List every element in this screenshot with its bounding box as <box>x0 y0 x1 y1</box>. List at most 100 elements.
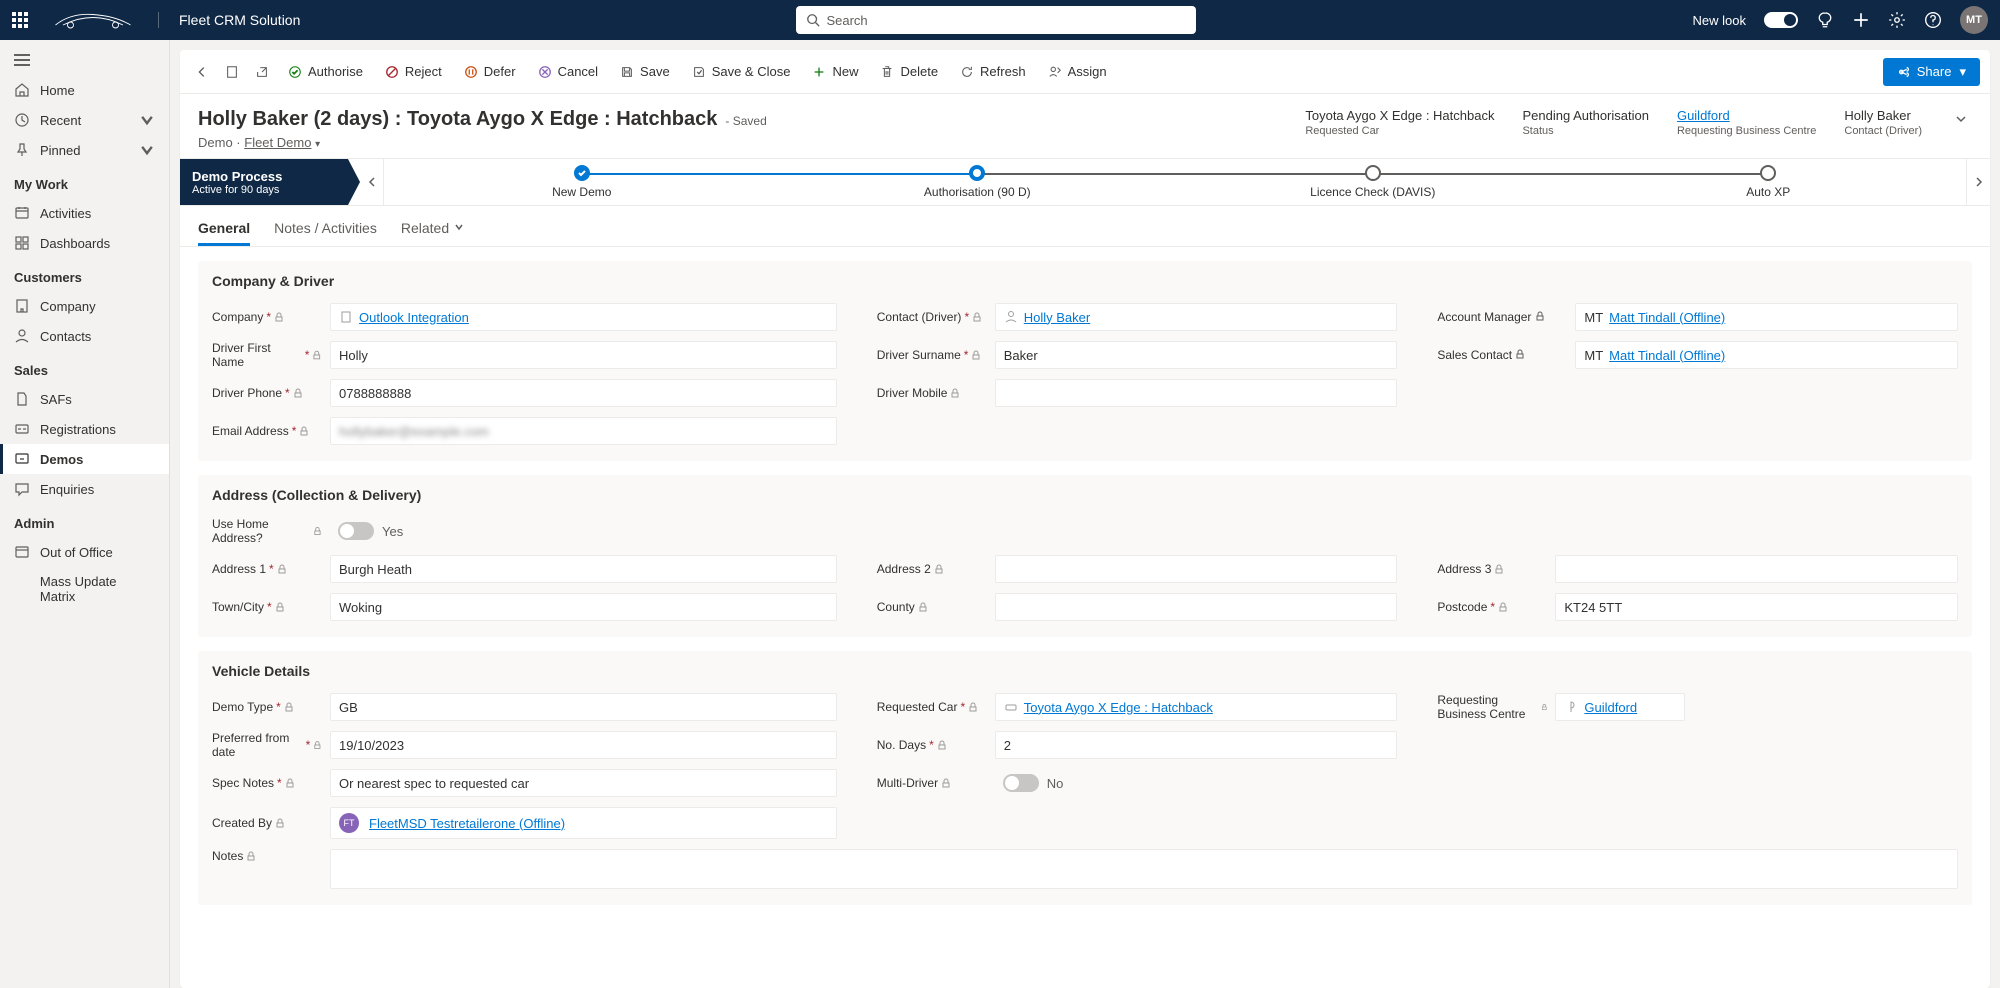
lock-icon <box>313 526 322 536</box>
bpf-stage-autoxp[interactable]: Auto XP <box>1571 159 1967 205</box>
preferred-from-input[interactable]: 19/10/2023 <box>330 731 837 759</box>
sales-contact-input[interactable]: MTMatt Tindall (Offline) <box>1575 341 1958 369</box>
assign-icon <box>1048 65 1062 79</box>
form-selector[interactable]: Fleet Demo <box>244 135 311 150</box>
sidebar-item-recent[interactable]: Recent <box>0 105 169 135</box>
nodays-input[interactable]: 2 <box>995 731 1398 759</box>
add-icon[interactable] <box>1852 11 1870 29</box>
createdby-input[interactable]: FTFleetMSD Testretailerone (Offline) <box>330 807 837 839</box>
requesting-bc-input[interactable]: Guildford <box>1555 693 1685 721</box>
sidebar-item-enquiries[interactable]: Enquiries <box>0 474 169 504</box>
save-close-button[interactable]: Save & Close <box>684 59 799 84</box>
location-icon <box>1564 700 1578 714</box>
command-bar: Authorise Reject Defer Cancel Save Save … <box>180 50 1990 94</box>
multidriver-toggle[interactable] <box>1003 774 1039 792</box>
lock-icon <box>1515 349 1525 359</box>
tab-general[interactable]: General <box>198 216 250 246</box>
assign-button[interactable]: Assign <box>1040 59 1115 84</box>
section-vehicle: Vehicle Details Demo Type*GB Requested C… <box>198 651 1972 905</box>
driver-firstname-input[interactable]: Holly <box>330 341 837 369</box>
sidebar-label: Recent <box>40 113 81 128</box>
lock-icon <box>277 564 287 574</box>
field-notes: Notes <box>212 849 1958 889</box>
lock-icon <box>313 740 322 750</box>
driver-mobile-input[interactable] <box>995 379 1398 407</box>
sidebar-section-mywork: My Work <box>0 165 169 198</box>
new-button[interactable]: New <box>804 59 866 84</box>
tab-related[interactable]: Related <box>401 216 465 246</box>
new-look-label: New look <box>1693 13 1746 28</box>
county-input[interactable] <box>995 593 1398 621</box>
address2-input[interactable] <box>995 555 1398 583</box>
app-launcher-icon[interactable] <box>12 12 28 28</box>
reject-button[interactable]: Reject <box>377 59 450 84</box>
cancel-button[interactable]: Cancel <box>530 59 606 84</box>
sidebar-item-demos[interactable]: Demos <box>0 444 169 474</box>
defer-button[interactable]: Defer <box>456 59 524 84</box>
refresh-icon <box>960 65 974 79</box>
notes-input[interactable] <box>330 849 1958 889</box>
new-look-toggle[interactable] <box>1764 12 1798 28</box>
company-input[interactable]: Outlook Integration <box>330 303 837 331</box>
tab-notes[interactable]: Notes / Activities <box>274 216 377 246</box>
header-left: Holly Baker (2 days) : Toyota Aygo X Edg… <box>198 108 767 150</box>
sidebar-item-ooo[interactable]: Out of Office <box>0 537 169 567</box>
contact-driver-input[interactable]: Holly Baker <box>995 303 1398 331</box>
sidebar-item-safs[interactable]: SAFs <box>0 384 169 414</box>
logo-area: Fleet CRM Solution <box>48 7 300 34</box>
sidebar-label: Enquiries <box>40 482 94 497</box>
header-expand-button[interactable] <box>1950 108 1972 133</box>
lock-icon <box>918 602 928 612</box>
save-button[interactable]: Save <box>612 59 678 84</box>
field-address2: Address 2 <box>877 555 1398 583</box>
chevron-down-icon <box>453 221 465 233</box>
sidebar-item-contacts[interactable]: Contacts <box>0 321 169 351</box>
address1-input[interactable]: Burgh Heath <box>330 555 837 583</box>
postcode-input[interactable]: KT24 5TT <box>1555 593 1958 621</box>
settings-icon[interactable] <box>1888 11 1906 29</box>
header-meta: Toyota Aygo X Edge : HatchbackRequested … <box>1305 108 1972 137</box>
bpf-stage-new-demo[interactable]: New Demo <box>384 159 780 205</box>
help-icon[interactable] <box>1924 11 1942 29</box>
home-icon <box>14 82 30 98</box>
form-icon[interactable] <box>220 60 244 84</box>
refresh-button[interactable]: Refresh <box>952 59 1034 84</box>
bpf-process-label[interactable]: Demo Process Active for 90 days <box>180 159 360 205</box>
field-driver-surname: Driver Surname*Baker <box>877 341 1398 369</box>
share-icon <box>1897 65 1911 79</box>
sidebar-item-dashboards[interactable]: Dashboards <box>0 228 169 258</box>
email-input[interactable]: hollybaker@example.com <box>330 417 837 445</box>
dashboard-icon <box>14 235 30 251</box>
driver-phone-input[interactable]: 0788888888 <box>330 379 837 407</box>
bpf-next-button[interactable] <box>1966 159 1990 205</box>
authorise-button[interactable]: Authorise <box>280 59 371 84</box>
sidebar-item-registrations[interactable]: Registrations <box>0 414 169 444</box>
specnotes-input[interactable]: Or nearest spec to requested car <box>330 769 837 797</box>
address3-input[interactable] <box>1555 555 1958 583</box>
driver-surname-input[interactable]: Baker <box>995 341 1398 369</box>
sidebar-toggle-icon[interactable] <box>0 48 169 75</box>
open-icon[interactable] <box>250 60 274 84</box>
account-manager-input[interactable]: MTMatt Tindall (Offline) <box>1575 303 1958 331</box>
bpf-prev-button[interactable] <box>360 159 384 205</box>
record-title: Holly Baker (2 days) : Toyota Aygo X Edg… <box>198 108 717 131</box>
sidebar-item-home[interactable]: Home <box>0 75 169 105</box>
share-button[interactable]: Share▾ <box>1883 58 1980 86</box>
requested-car-input[interactable]: Toyota Aygo X Edge : Hatchback <box>995 693 1398 721</box>
field-contact-driver: Contact (Driver)*Holly Baker <box>877 303 1398 331</box>
bpf-stage-licence-check[interactable]: Licence Check (DAVIS) <box>1175 159 1571 205</box>
lightbulb-icon[interactable] <box>1816 11 1834 29</box>
sidebar-item-company[interactable]: Company <box>0 291 169 321</box>
use-home-toggle[interactable] <box>338 522 374 540</box>
sidebar-item-pinned[interactable]: Pinned <box>0 135 169 165</box>
user-avatar[interactable]: MT <box>1960 6 1988 34</box>
sidebar-item-massupdate[interactable]: Mass Update Matrix <box>0 567 169 611</box>
back-button[interactable] <box>190 60 214 84</box>
sidebar-item-activities[interactable]: Activities <box>0 198 169 228</box>
delete-button[interactable]: Delete <box>872 59 946 84</box>
bpf-stage-authorisation[interactable]: Authorisation (90 D) <box>780 159 1176 205</box>
lock-icon <box>941 778 951 788</box>
search-input[interactable]: Search <box>796 6 1196 34</box>
demotype-input[interactable]: GB <box>330 693 837 721</box>
towncity-input[interactable]: Woking <box>330 593 837 621</box>
